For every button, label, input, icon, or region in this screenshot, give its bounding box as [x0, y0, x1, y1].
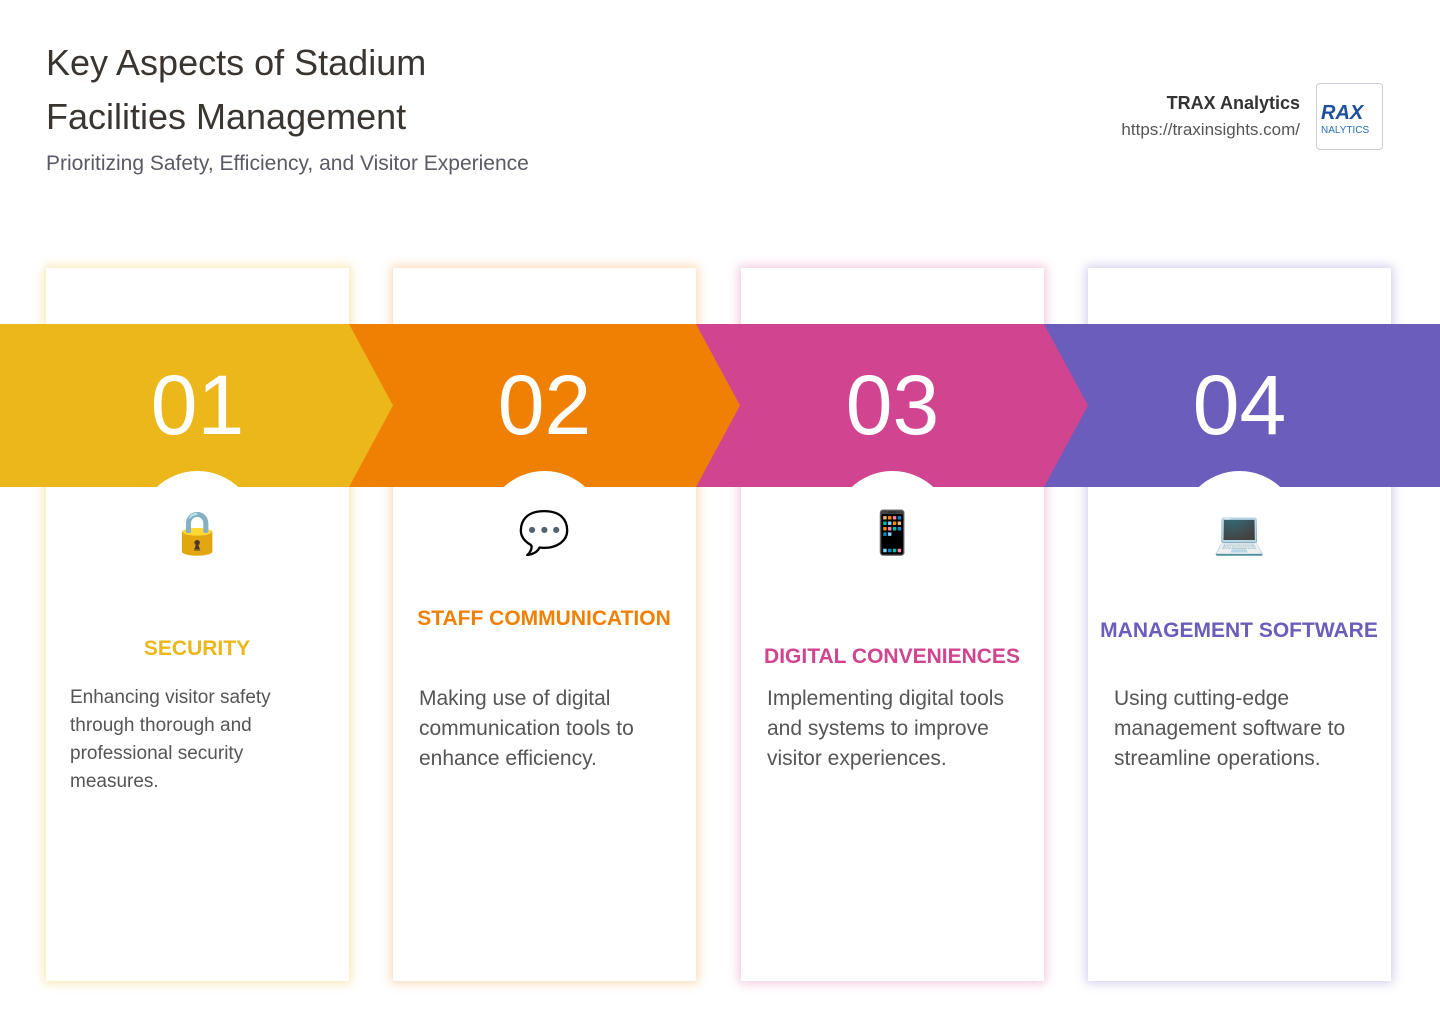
card-title: SECURITY	[143, 637, 251, 660]
card-title: STAFF COMMUNICATION	[417, 607, 671, 630]
card-number: 04	[1192, 358, 1287, 452]
card-icon: 📱	[866, 509, 919, 556]
brand-url: https://traxinsights.com/	[1121, 120, 1300, 139]
logo-text: NALYTICS	[1321, 125, 1370, 136]
card-title: DIGITAL CONVENIENCES	[764, 645, 1020, 668]
card-description: Making use of digital communication tool…	[419, 687, 634, 770]
card-number: 01	[150, 358, 245, 452]
card-description: Enhancing visitor safety through thoroug…	[70, 687, 271, 792]
card-title: MANAGEMENT SOFTWARE	[1100, 619, 1378, 642]
logo-text: RAX	[1321, 102, 1364, 124]
card-icon: 🔒	[171, 509, 224, 556]
page-title: Key Aspects of Stadium Facilities Manage…	[46, 42, 427, 137]
card-description: Implementing digital tools and systems t…	[767, 687, 1004, 770]
card-description: Using cutting-edge management software t…	[1114, 687, 1346, 770]
card-number: 03	[845, 358, 940, 452]
card-number: 02	[497, 358, 592, 452]
card-icon: 💬	[518, 509, 571, 556]
brand-name: TRAX Analytics	[1166, 93, 1300, 113]
brand-logo: RAX NALYTICS	[1316, 83, 1383, 150]
page-subtitle: Prioritizing Safety, Efficiency, and Vis…	[46, 152, 529, 175]
card-icon: 💻	[1213, 509, 1266, 556]
brand: TRAX Analytics https://traxinsights.com/	[1121, 90, 1300, 144]
